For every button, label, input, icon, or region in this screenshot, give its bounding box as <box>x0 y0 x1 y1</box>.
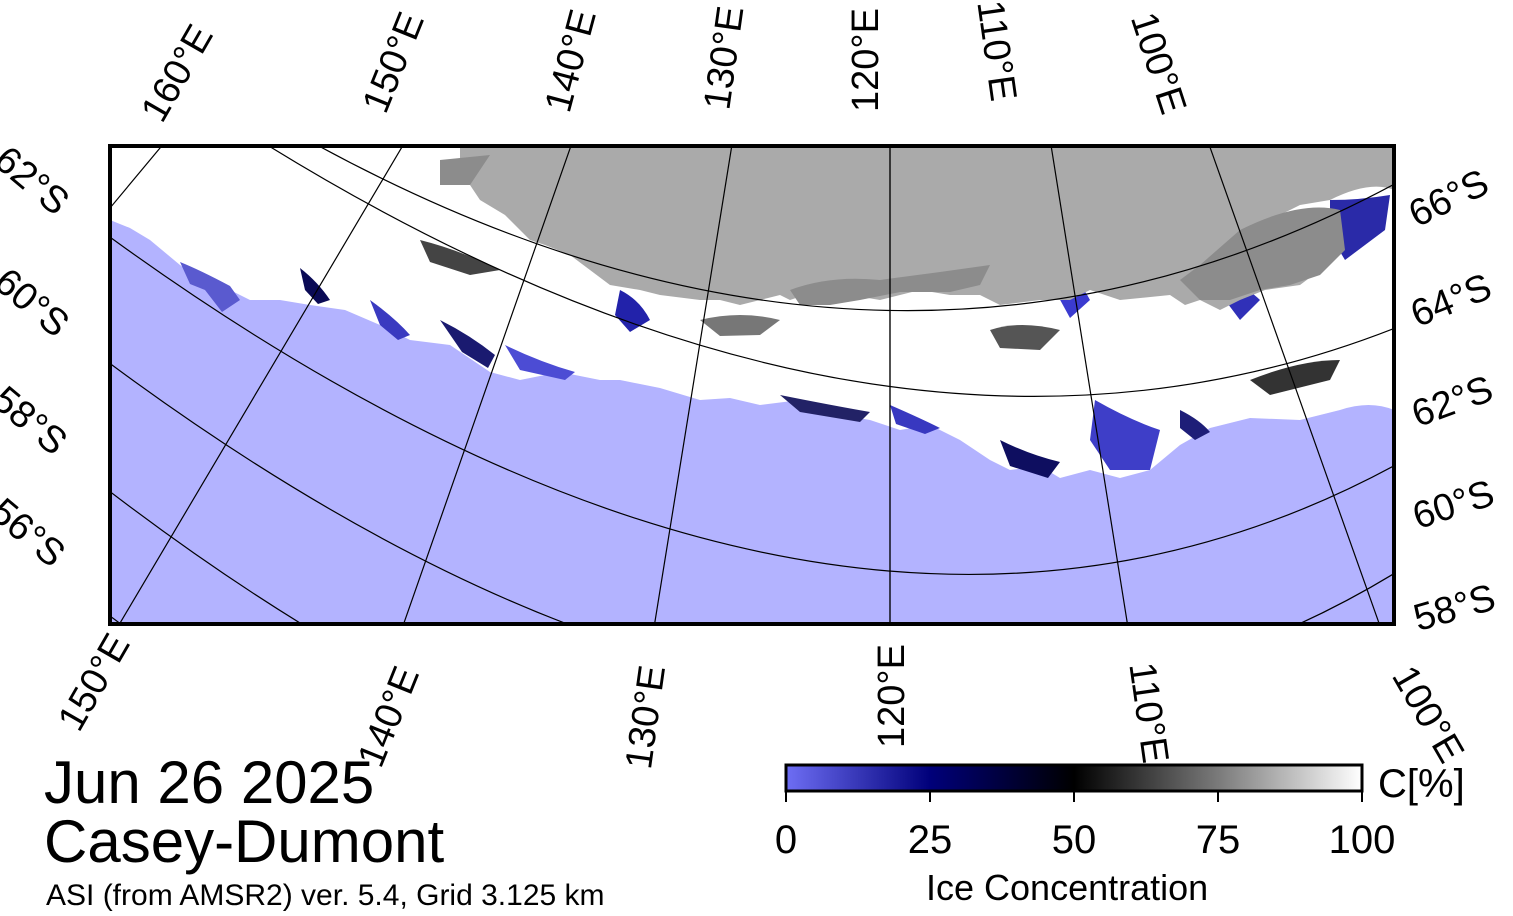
graticule-parallels <box>110 146 1394 624</box>
lon-label-top: 120°E <box>845 8 887 112</box>
antarctica-land-dark <box>440 155 1345 305</box>
map-area <box>110 146 1394 624</box>
colorbar-tick-label: 25 <box>907 818 953 862</box>
region-title: Casey-Dumont <box>44 808 445 875</box>
map-frame <box>108 144 1396 626</box>
ice-edge-patches <box>180 195 1390 478</box>
antarctica-land <box>440 146 1394 310</box>
graticule-meridians <box>110 146 1380 624</box>
colorbar-ticks <box>785 791 1363 802</box>
colorbar-tick-label: 50 <box>1051 818 1097 862</box>
lon-label-bottom: 120°E <box>871 644 913 748</box>
colorbar-unit: C[%] <box>1378 762 1465 806</box>
colorbar-tick-label: 0 <box>774 818 798 862</box>
colorbar-tick-label: 75 <box>1195 818 1241 862</box>
data-source: ASI (from AMSR2) ver. 5.4, Grid 3.125 km <box>46 879 605 912</box>
colorbar-title: Ice Concentration <box>926 867 1209 908</box>
date-title: Jun 26 2025 <box>44 749 375 816</box>
colorbar-tick-label: 100 <box>1328 818 1396 862</box>
colorbar <box>784 763 1364 793</box>
